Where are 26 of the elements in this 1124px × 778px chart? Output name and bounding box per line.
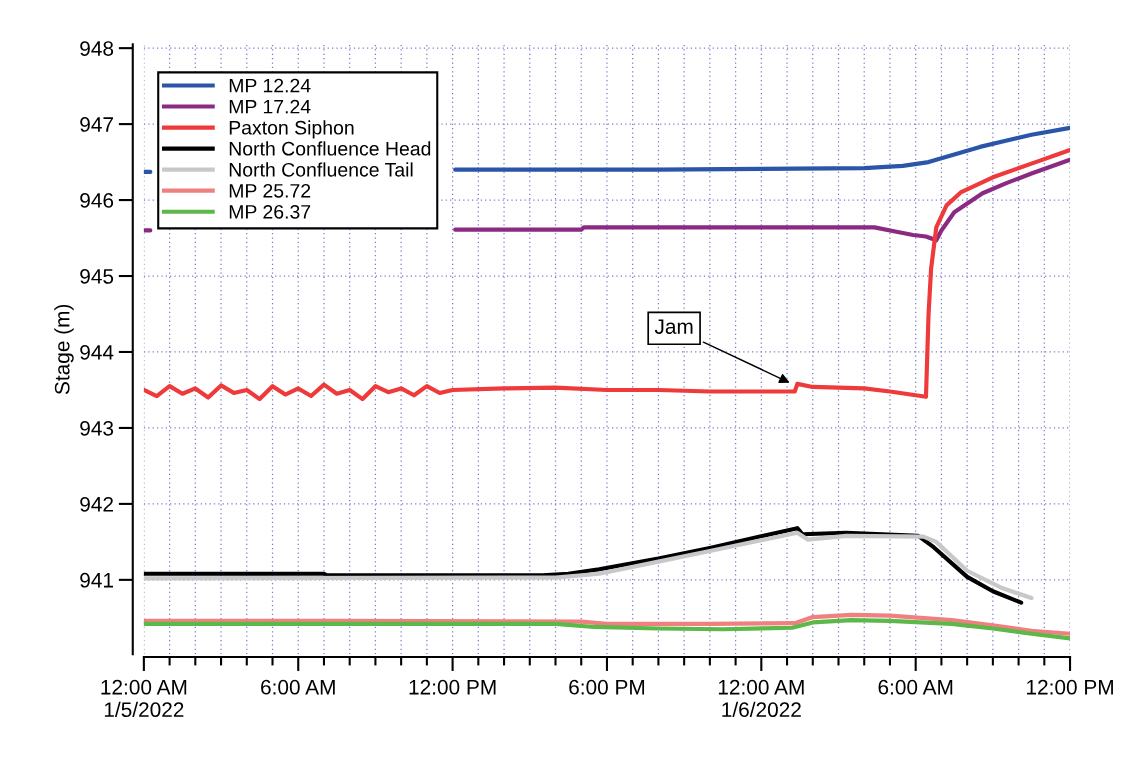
- x-tick-label: 12:00 AM 1/6/2022: [718, 679, 804, 718]
- annotation: Jam: [654, 319, 693, 334]
- y-axis-title: Stage (m): [54, 304, 74, 395]
- legend-label: Paxton Siphon: [229, 120, 354, 139]
- legend-label: North Confluence Head: [229, 141, 431, 156]
- x-tick-label: 6:00 AM: [878, 679, 953, 695]
- y-tick-label: 945: [80, 269, 114, 284]
- x-tick-label: 12:00 AM 1/5/2022: [101, 679, 187, 718]
- legend-label: MP 26.37: [229, 204, 311, 219]
- y-tick-label: 943: [80, 420, 114, 436]
- y-tick-label: 944: [80, 344, 114, 360]
- legend-label: MP 17.24: [229, 99, 311, 114]
- legend-label: MP 12.24: [229, 78, 311, 93]
- line-series: [143, 612, 1071, 636]
- x-tick-label: 12:00 PM: [1027, 679, 1113, 695]
- y-tick-label: 948: [80, 41, 114, 56]
- y-tick-label: 941: [80, 572, 113, 588]
- x-tick-label: 6:00 PM: [569, 679, 645, 695]
- y-tick-label: 947: [80, 117, 113, 132]
- x-tick-label: 12:00 PM: [409, 679, 496, 695]
- y-tick-label: 946: [80, 193, 114, 208]
- line-series: [143, 618, 1071, 641]
- y-tick-label: 942: [80, 496, 113, 512]
- legend-label: MP 25.72: [229, 183, 311, 198]
- x-tick-label: 6:00 AM: [261, 679, 335, 695]
- legend-label: North Confluence Tail: [229, 162, 413, 177]
